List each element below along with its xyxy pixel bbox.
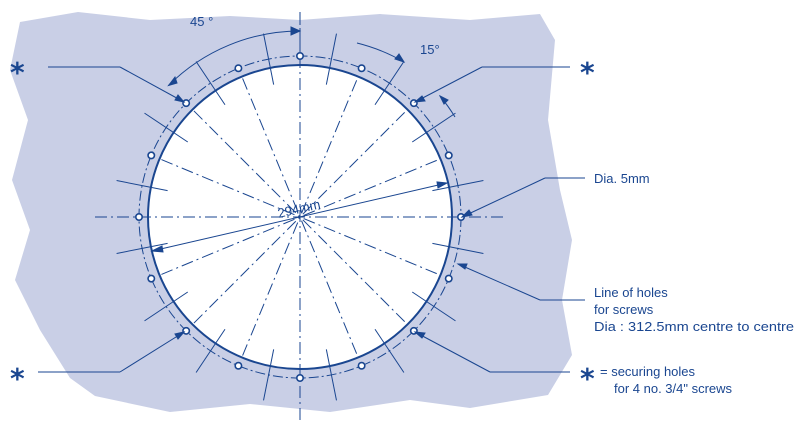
radial-tick <box>411 112 456 143</box>
securing-note-2: for 4 no. 3/4" screws <box>614 381 733 396</box>
radial-tick <box>195 328 226 373</box>
screw-hole <box>444 151 453 160</box>
radial-tick <box>144 291 189 322</box>
angle-45-dimension <box>167 12 302 87</box>
radial-tick <box>116 242 168 254</box>
angle-15-dimension <box>356 42 456 118</box>
hole-dia-label: Dia. 5mm <box>594 171 650 186</box>
angle-45-label: 45 ° <box>190 14 213 29</box>
screw-hole <box>147 274 156 283</box>
screw-hole <box>234 361 243 370</box>
radial-tick <box>263 349 275 401</box>
screw-hole <box>182 326 191 335</box>
angle-15-label: 15° <box>420 42 440 57</box>
diameter-dimension <box>150 181 449 253</box>
radial-tick <box>195 61 226 106</box>
star-legend: * <box>580 362 595 395</box>
screw-hole <box>357 361 366 370</box>
radial-tick <box>263 33 275 85</box>
radial-ticks <box>116 33 484 401</box>
radial-tick <box>411 291 456 322</box>
radial-tick <box>374 328 405 373</box>
line-of-holes-2: for screws <box>594 302 654 317</box>
star-top-left: * <box>10 56 25 89</box>
line-of-holes-3: Dia : 312.5mm centre to centre <box>594 319 794 334</box>
radial-tick <box>116 180 168 192</box>
screw-hole <box>357 64 366 73</box>
screw-hole <box>444 274 453 283</box>
securing-note-1: = securing holes <box>600 364 696 379</box>
radial-tick <box>325 33 337 85</box>
radial-tick <box>325 349 337 401</box>
star-top-right: * <box>580 56 595 89</box>
screw-holes <box>135 51 465 382</box>
screw-hole <box>182 99 191 108</box>
screw-hole <box>295 51 304 60</box>
screw-hole <box>234 64 243 73</box>
radial-tick <box>374 61 405 106</box>
radial-tick <box>432 180 484 192</box>
screw-hole <box>295 373 304 382</box>
line-of-holes-1: Line of holes <box>594 285 668 300</box>
screw-hole <box>147 151 156 160</box>
radial-tick <box>432 242 484 254</box>
radial-tick <box>144 112 189 143</box>
screw-hole <box>135 213 144 222</box>
star-bottom-left: * <box>10 362 25 395</box>
leader-lines <box>38 66 585 373</box>
